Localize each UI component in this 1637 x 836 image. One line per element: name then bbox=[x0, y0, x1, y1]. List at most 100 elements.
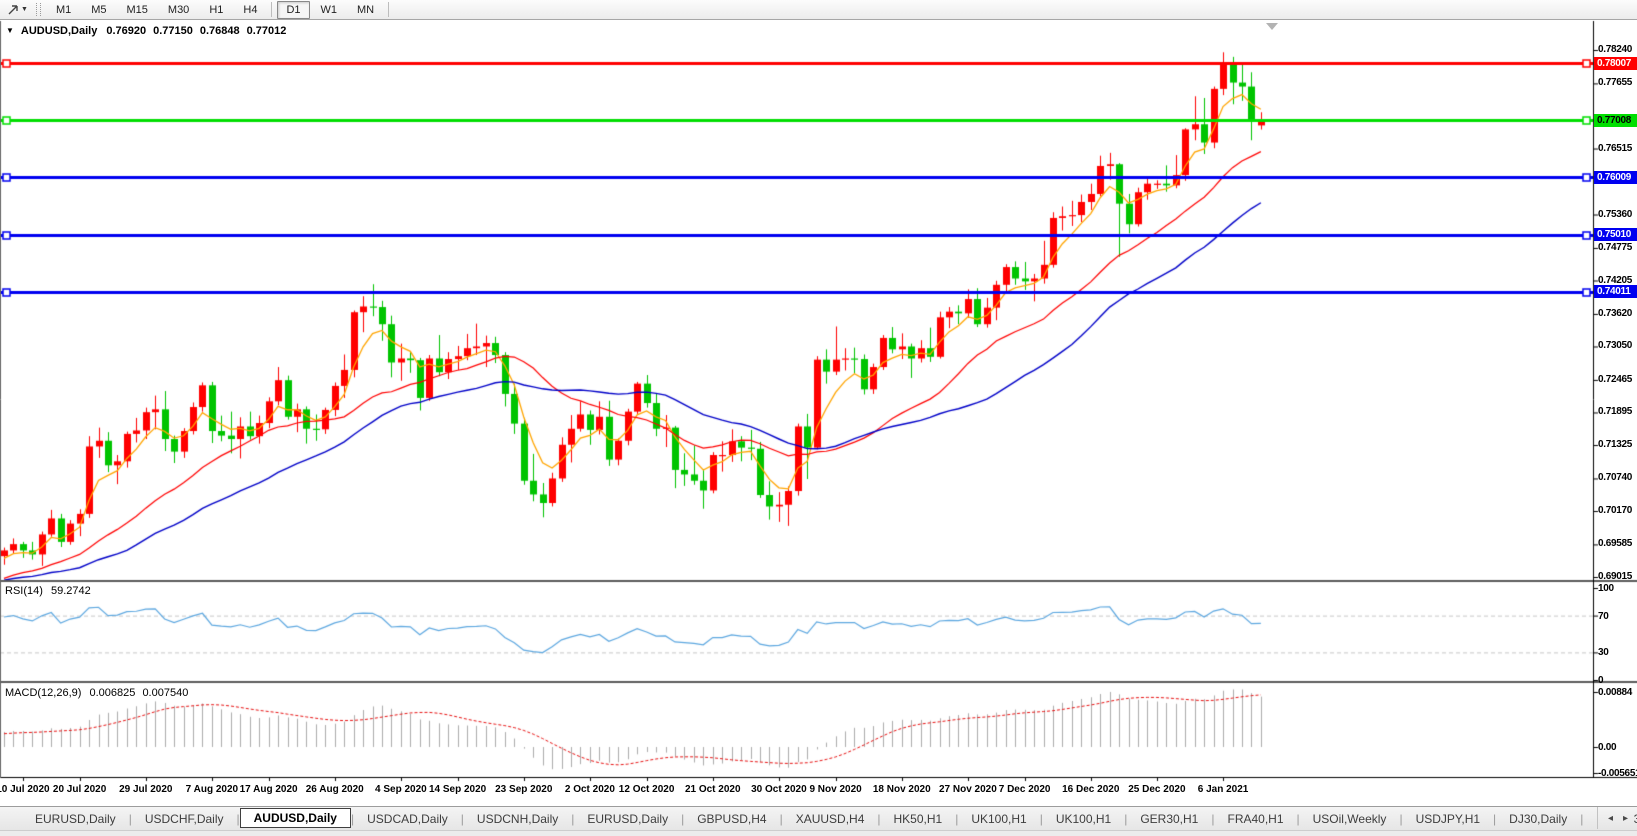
ohlc-close: 0.77012 bbox=[246, 25, 287, 37]
ohlc-high: 0.77150 bbox=[153, 25, 193, 37]
date-axis-label: 26 Aug 2020 bbox=[305, 784, 364, 795]
tab-divider: | bbox=[1399, 811, 1403, 826]
tab-divider: | bbox=[460, 811, 464, 826]
chevron-down-icon[interactable]: ▼ bbox=[21, 5, 28, 13]
price-axis-tick: 0.74775 bbox=[1598, 241, 1633, 253]
chart-tab[interactable]: EURUSD,Daily bbox=[35, 811, 116, 826]
date-axis-label: 4 Sep 2020 bbox=[375, 784, 427, 795]
rsi-indicator-label: RSI(14) 59.2742 bbox=[5, 585, 91, 597]
rsi-axis-tick: 100 bbox=[1598, 583, 1614, 594]
cursor-arrow-icon bbox=[7, 3, 20, 16]
date-axis-label: 30 Oct 2020 bbox=[751, 784, 807, 795]
tab-divider: | bbox=[350, 811, 355, 826]
hline-price-badge: 0.76009 bbox=[1594, 170, 1637, 184]
rsi-value: 59.2742 bbox=[50, 585, 91, 597]
date-axis-label: 29 Jul 2020 bbox=[119, 784, 173, 795]
chart-tab-bar: EURUSD,Daily | USDCHF,Daily | AUDUSD,Daily | U… bbox=[0, 806, 1637, 830]
chart-tab[interactable]: USOil,Weekly bbox=[1312, 811, 1387, 826]
timeframe-button-h1[interactable]: H1 bbox=[209, 3, 224, 16]
chart-tab[interactable]: USDCNH,Daily bbox=[476, 811, 559, 826]
chart-shift-marker-icon[interactable] bbox=[1266, 23, 1278, 30]
timeframe-button-w1[interactable]: W1 bbox=[320, 3, 338, 16]
macd-value-main: 0.006825 bbox=[89, 687, 136, 699]
tab-divider: | bbox=[1580, 811, 1584, 826]
date-axis-label: 7 Dec 2020 bbox=[998, 784, 1051, 795]
price-axis-tick: 0.70740 bbox=[1598, 472, 1633, 484]
timeframe-group: M1 M5 M15 M30 H1 H4 bbox=[46, 1, 268, 19]
tab-divider: | bbox=[955, 811, 959, 826]
timeframe-button-m30[interactable]: M30 bbox=[167, 3, 190, 16]
tab-scroll-right-icon[interactable]: ▸ bbox=[1622, 812, 1628, 824]
timeframe-button-m5[interactable]: M5 bbox=[91, 3, 107, 16]
toolbar-separator bbox=[388, 2, 390, 17]
price-axis-tick: 0.70170 bbox=[1598, 505, 1633, 517]
chart-tab[interactable]: USDJPY,H1 bbox=[1415, 811, 1481, 826]
chart-tab[interactable]: USDCHF,Daily bbox=[144, 811, 224, 826]
tab-divider: | bbox=[1039, 811, 1043, 826]
tab-divider: | bbox=[1124, 811, 1128, 826]
chart-tab[interactable]: FRA40,H1 bbox=[1227, 811, 1284, 826]
date-axis-label: 23 Sep 2020 bbox=[495, 784, 553, 795]
tab-scroll-left-icon[interactable]: ◂ bbox=[1607, 812, 1613, 824]
tab-divider: | bbox=[1211, 811, 1215, 826]
price-axis-tick: 0.78240 bbox=[1598, 44, 1633, 55]
chart-tab[interactable]: EURUSD,Daily bbox=[587, 811, 669, 826]
toolbar: ▼ M1 M5 M15 M30 H1 H4 D1 W1 MN bbox=[0, 0, 1637, 20]
cursor-tool-button[interactable]: ▼ bbox=[4, 2, 31, 17]
price-axis-tick: 0.76515 bbox=[1598, 142, 1633, 154]
date-axis-label: 12 Oct 2020 bbox=[618, 784, 675, 795]
date-axis-label: 2 Oct 2020 bbox=[564, 784, 615, 795]
price-axis-tick: 0.74205 bbox=[1598, 274, 1633, 286]
date-axis-label: 7 Aug 2020 bbox=[185, 784, 239, 795]
symbol-dropdown-icon[interactable]: ▼ bbox=[6, 26, 14, 35]
chart-tab[interactable]: UK100,H1 bbox=[971, 811, 1027, 826]
price-axis-tick: 0.69015 bbox=[1598, 571, 1633, 582]
tab-divider: | bbox=[1493, 811, 1497, 826]
tab-divider: | bbox=[571, 811, 575, 826]
rsi-axis-tick: 0 bbox=[1598, 675, 1604, 686]
price-axis-tick: 0.71325 bbox=[1598, 439, 1633, 451]
chart-tab[interactable]: UK100,H1 bbox=[1055, 811, 1112, 826]
timeframe-button-m1[interactable]: M1 bbox=[55, 3, 72, 16]
timeframe-button-m15[interactable]: M15 bbox=[126, 3, 148, 16]
tab-divider: | bbox=[779, 811, 783, 826]
tab-divider: | bbox=[128, 811, 132, 826]
tab-divider: | bbox=[681, 811, 685, 826]
chart-tab[interactable]: HK50,H1 bbox=[893, 811, 943, 826]
hline-price-badge: 0.78007 bbox=[1594, 56, 1637, 70]
timeframe-button-mn[interactable]: MN bbox=[357, 3, 375, 16]
date-axis-label: 21 Oct 2020 bbox=[684, 784, 741, 795]
macd-axis-tick: -0.005651 bbox=[1598, 768, 1637, 779]
timeframe-button-h4[interactable]: H4 bbox=[243, 3, 258, 16]
price-axis-tick: 0.72465 bbox=[1598, 373, 1633, 385]
chart-tab[interactable]: DJ30,Daily bbox=[1509, 811, 1568, 826]
date-axis-label: 16 Dec 2020 bbox=[1062, 784, 1120, 795]
price-axis-tick: 0.77655 bbox=[1598, 77, 1633, 89]
chart-tab[interactable]: XAUUSD,H4 bbox=[795, 811, 865, 826]
date-axis-label: 10 Jul 2020 bbox=[0, 784, 50, 795]
hline-price-badge: 0.75010 bbox=[1594, 228, 1637, 242]
price-axis-tick: 0.75360 bbox=[1598, 208, 1633, 220]
toolbar-separator bbox=[271, 2, 273, 17]
chart-tab[interactable]: AUDUSD,Daily bbox=[239, 808, 351, 828]
price-axis-tick: 0.73050 bbox=[1598, 340, 1633, 352]
date-axis-label: 27 Nov 2020 bbox=[938, 784, 997, 795]
macd-axis-tick: 0.00884 bbox=[1598, 687, 1633, 698]
chart-title: ▼ AUDUSD,Daily 0.76920 0.77150 0.76848 0… bbox=[6, 25, 286, 37]
macd-indicator-label: MACD(12,26,9) 0.006825 0.007540 bbox=[5, 687, 188, 699]
tab-divider: | bbox=[236, 811, 240, 826]
macd-value-signal: 0.007540 bbox=[142, 687, 189, 699]
chart-tab[interactable]: USDCAD,Daily bbox=[367, 811, 448, 826]
timeframe-button-d1[interactable]: D1 bbox=[277, 0, 310, 19]
rsi-axis-tick: 30 bbox=[1598, 647, 1609, 659]
chart-tab[interactable]: GBPUSD,H4 bbox=[697, 811, 767, 826]
ohlc-low: 0.76848 bbox=[199, 25, 240, 37]
hline-price-badge: 0.74011 bbox=[1594, 285, 1637, 299]
toolbar-grip[interactable] bbox=[35, 3, 41, 16]
date-axis-label: 6 Jan 2021 bbox=[1197, 784, 1249, 795]
macd-name: MACD(12,26,9) bbox=[5, 687, 82, 699]
chart-tab[interactable]: GER30,H1 bbox=[1140, 811, 1199, 826]
date-axis-label: 9 Nov 2020 bbox=[809, 784, 862, 795]
rsi-name: RSI(14) bbox=[5, 585, 43, 597]
